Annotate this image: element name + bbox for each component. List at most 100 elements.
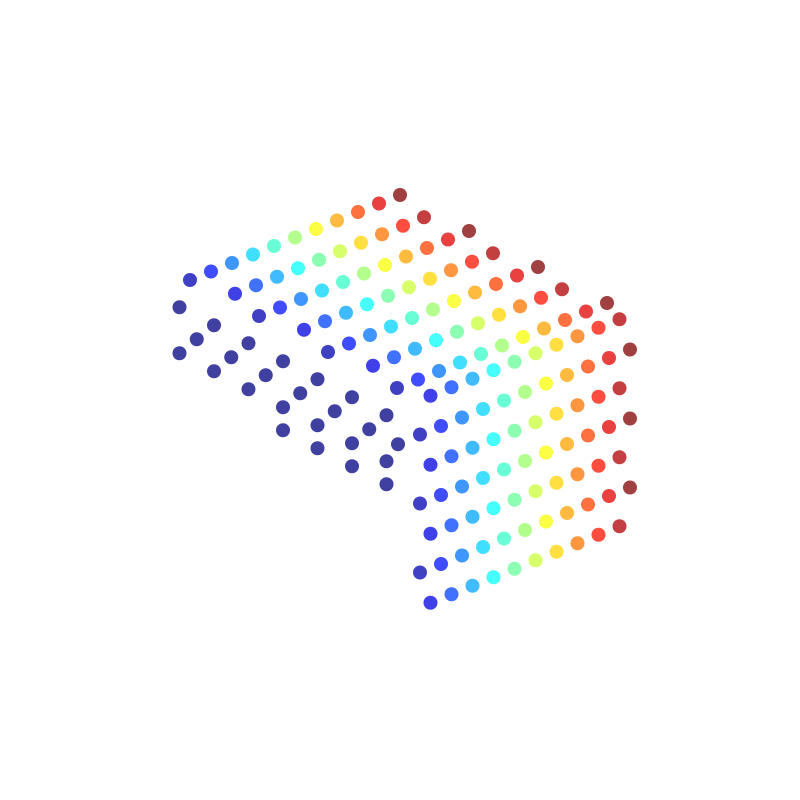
- point: [345, 390, 359, 405]
- point: [413, 496, 427, 511]
- point: [492, 307, 506, 322]
- point: [453, 355, 467, 370]
- point: [560, 368, 574, 382]
- point: [570, 329, 585, 344]
- point: [570, 398, 585, 413]
- point: [333, 244, 347, 259]
- point: [402, 280, 416, 295]
- point: [315, 283, 329, 298]
- point: [549, 337, 564, 352]
- point: [602, 489, 616, 503]
- point: [465, 371, 480, 386]
- point: [471, 316, 485, 331]
- point: [310, 441, 325, 456]
- point: [444, 587, 459, 602]
- point: [476, 471, 490, 485]
- point: [570, 467, 585, 482]
- point: [549, 544, 564, 559]
- point: [399, 249, 413, 264]
- point: [444, 449, 459, 464]
- point: [518, 523, 532, 537]
- point: [486, 246, 500, 261]
- point: [602, 420, 616, 434]
- point: [423, 271, 437, 286]
- point: [455, 479, 469, 494]
- point: [513, 299, 527, 314]
- point: [510, 268, 524, 283]
- point: [273, 300, 287, 315]
- point: [560, 437, 574, 451]
- point: [393, 188, 407, 202]
- point: [204, 264, 218, 279]
- point: [602, 351, 616, 365]
- point: [581, 428, 595, 443]
- point: [207, 364, 221, 379]
- point: [381, 288, 395, 303]
- point: [354, 235, 368, 250]
- point: [342, 336, 356, 351]
- point: [390, 381, 404, 395]
- point: [423, 526, 438, 541]
- point: [444, 518, 459, 533]
- point: [495, 338, 509, 353]
- point: [539, 376, 553, 391]
- point: [339, 305, 353, 320]
- point: [429, 333, 443, 348]
- point: [537, 321, 551, 336]
- point: [507, 492, 522, 507]
- point: [297, 322, 311, 337]
- point: [432, 364, 446, 378]
- point: [591, 389, 606, 404]
- point: [486, 501, 501, 516]
- point: [228, 286, 242, 301]
- point: [246, 247, 260, 262]
- point: [591, 320, 606, 335]
- point: [444, 380, 459, 395]
- point: [423, 457, 438, 472]
- point: [623, 480, 637, 495]
- point: [476, 540, 490, 554]
- point: [189, 332, 204, 347]
- point: [455, 548, 469, 563]
- point: [560, 506, 574, 520]
- point: [310, 372, 325, 387]
- point: [591, 527, 606, 542]
- point: [426, 302, 440, 317]
- point: [387, 350, 401, 365]
- point: [558, 313, 572, 327]
- point: [366, 358, 380, 373]
- point: [486, 432, 501, 447]
- point: [357, 266, 371, 281]
- point: [417, 210, 431, 225]
- point: [276, 423, 290, 438]
- point: [455, 410, 469, 425]
- point: [486, 570, 501, 585]
- point: [327, 404, 342, 419]
- point: [497, 393, 511, 408]
- point: [321, 345, 335, 359]
- point: [518, 385, 532, 399]
- point: [379, 477, 394, 492]
- point: [411, 372, 425, 387]
- point: [420, 241, 434, 255]
- point: [534, 290, 548, 305]
- point: [539, 514, 553, 529]
- point: [434, 488, 448, 502]
- point: [444, 263, 458, 278]
- point: [172, 346, 187, 361]
- point: [507, 561, 522, 576]
- point: [539, 445, 553, 460]
- point: [581, 359, 595, 374]
- point: [309, 222, 323, 236]
- point: [507, 423, 522, 438]
- point: [581, 497, 595, 512]
- point: [450, 324, 464, 339]
- point: [549, 475, 564, 490]
- point: [183, 273, 197, 287]
- point: [497, 462, 511, 477]
- point: [360, 297, 374, 312]
- point: [623, 342, 637, 357]
- point: [579, 304, 593, 319]
- point: [474, 347, 488, 361]
